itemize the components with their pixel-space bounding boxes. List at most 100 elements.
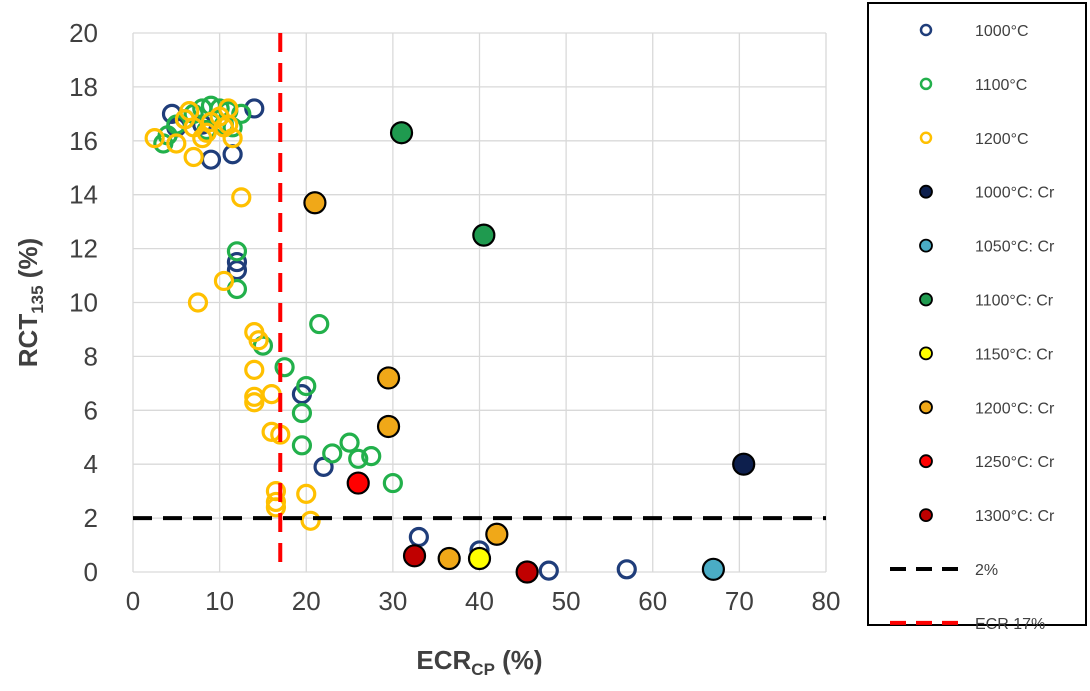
data-point bbox=[616, 559, 637, 580]
data-point bbox=[291, 435, 313, 456]
data-point bbox=[196, 122, 217, 143]
y-tick-label: 4 bbox=[84, 449, 98, 479]
y-tick-label: 10 bbox=[69, 288, 98, 318]
data-point bbox=[261, 384, 282, 405]
legend-label: ECR 17% bbox=[975, 616, 1045, 633]
x-tick-label: 10 bbox=[205, 586, 234, 616]
series-1000-c bbox=[161, 98, 637, 581]
data-point bbox=[382, 472, 403, 494]
data-point bbox=[376, 366, 401, 390]
series-1150-c-cr bbox=[467, 546, 492, 571]
data-point bbox=[226, 241, 248, 262]
y-tick-label: 14 bbox=[69, 180, 98, 210]
data-point bbox=[339, 432, 360, 453]
y-axis-title: RCT135 (%) bbox=[13, 238, 47, 367]
data-point bbox=[187, 292, 209, 313]
y-tick-label: 6 bbox=[84, 395, 98, 425]
data-point bbox=[248, 330, 269, 351]
data-point bbox=[300, 510, 321, 531]
series-1000-c-cr bbox=[732, 452, 756, 476]
legend-label: 1100°C bbox=[975, 77, 1027, 94]
data-point bbox=[244, 392, 265, 413]
series-1100-c-cr bbox=[389, 121, 496, 247]
y-tick-label: 20 bbox=[69, 18, 98, 48]
legend-box bbox=[867, 2, 1087, 626]
data-point bbox=[226, 251, 248, 273]
legend-label: 1200°C: Cr bbox=[975, 400, 1055, 417]
x-tick-label: 40 bbox=[465, 586, 494, 616]
legend-marker bbox=[919, 400, 933, 415]
data-point bbox=[732, 452, 756, 476]
legend-marker bbox=[919, 77, 933, 91]
data-point bbox=[226, 260, 248, 281]
data-point bbox=[192, 128, 213, 149]
legend-label: 1000°C bbox=[975, 23, 1029, 40]
y-axis-title-group: RCT135 (%) bbox=[13, 238, 47, 367]
series-1300-c-cr bbox=[402, 544, 539, 584]
tick-labels: 0 10 20 30 40 50 60 70 80 0 2 4 6 8 10 12 14 16 18 20 bbox=[69, 18, 840, 616]
legend-label: 1300°C: Cr bbox=[975, 508, 1055, 525]
x-tick-label: 60 bbox=[638, 586, 667, 616]
data-point bbox=[309, 313, 330, 335]
data-point bbox=[467, 546, 492, 571]
series-1250-c-cr bbox=[346, 471, 370, 495]
data-point bbox=[274, 357, 295, 378]
legend-marker bbox=[919, 346, 933, 361]
data-point bbox=[291, 402, 313, 424]
series-1050-c-cr bbox=[701, 557, 725, 581]
data-point bbox=[183, 146, 204, 168]
data-point bbox=[538, 560, 559, 581]
data-point bbox=[244, 359, 265, 380]
x-tick-label: 0 bbox=[126, 586, 140, 616]
data-point bbox=[485, 522, 509, 546]
reference-lines bbox=[133, 33, 826, 572]
data-point bbox=[437, 546, 461, 571]
legend-label: 1000°C: Cr bbox=[975, 185, 1055, 202]
grid-lines bbox=[132, 32, 827, 573]
legend-marker bbox=[919, 131, 933, 145]
data-point bbox=[218, 114, 239, 135]
x-tick-label: 70 bbox=[725, 586, 754, 616]
legend-label: 2% bbox=[975, 562, 998, 579]
data-point bbox=[265, 497, 287, 518]
x-tick-label: 30 bbox=[378, 586, 407, 616]
legend-marker bbox=[919, 292, 933, 307]
data-point bbox=[348, 448, 369, 469]
legend-label: 1050°C: Cr bbox=[975, 239, 1055, 256]
series-1100-c bbox=[153, 95, 403, 494]
y-tick-label: 16 bbox=[69, 126, 98, 156]
data-point bbox=[515, 560, 539, 584]
data-point bbox=[408, 526, 429, 548]
data-point bbox=[361, 446, 382, 467]
data-points bbox=[144, 95, 756, 584]
data-point bbox=[166, 133, 187, 154]
legend-marker bbox=[919, 184, 933, 199]
y-tick-label: 18 bbox=[69, 72, 98, 102]
data-point bbox=[200, 149, 222, 170]
data-point bbox=[402, 544, 427, 568]
data-point bbox=[222, 144, 243, 165]
legend-label: 1100°C: Cr bbox=[975, 293, 1054, 310]
data-point bbox=[701, 557, 725, 581]
data-point bbox=[389, 121, 414, 145]
legend-marker bbox=[919, 23, 933, 37]
series-1200-c bbox=[144, 98, 321, 531]
x-tick-label: 50 bbox=[552, 586, 581, 616]
data-point bbox=[231, 187, 252, 208]
legend-marker bbox=[919, 454, 933, 469]
y-tick-label: 0 bbox=[84, 557, 98, 587]
data-point bbox=[472, 223, 496, 247]
data-point bbox=[296, 375, 317, 397]
legend-label: 1150°C: Cr bbox=[975, 346, 1054, 363]
x-tick-label: 20 bbox=[292, 586, 321, 616]
legend-label: 1250°C: Cr bbox=[975, 454, 1055, 471]
data-point bbox=[222, 128, 243, 149]
data-point bbox=[213, 270, 235, 292]
data-point bbox=[296, 483, 317, 504]
data-point bbox=[376, 414, 401, 439]
y-tick-label: 2 bbox=[84, 503, 98, 533]
legend-marker bbox=[919, 508, 933, 522]
y-tick-label: 8 bbox=[84, 341, 98, 371]
